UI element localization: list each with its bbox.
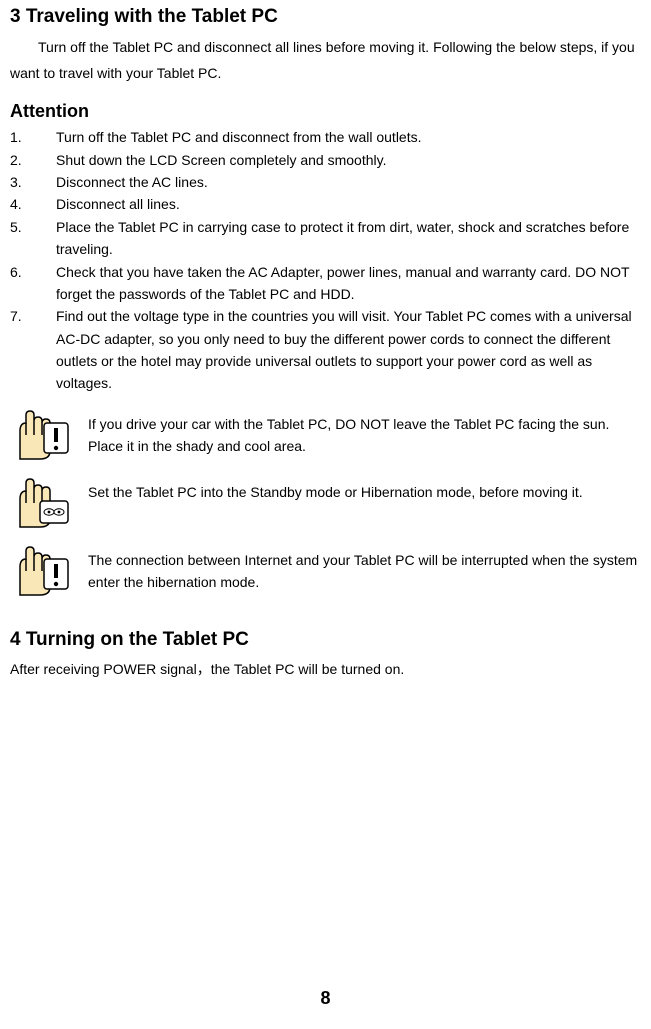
note-text: Set the Tablet PC into the Standby mode …: [88, 477, 641, 503]
list-item: Check that you have taken the AC Adapter…: [10, 261, 641, 306]
section4: 4 Turning on the Tablet PC After receivi…: [10, 629, 641, 680]
section4-heading: 4 Turning on the Tablet PC: [10, 629, 641, 652]
list-item: Place the Tablet PC in carrying case to …: [10, 216, 641, 261]
list-item: Shut down the LCD Screen completely and …: [10, 149, 641, 171]
note-row: If you drive your car with the Tablet PC…: [10, 409, 641, 463]
section3-heading: 3 Traveling with the Tablet PC: [10, 6, 641, 29]
list-item: Disconnect the AC lines.: [10, 171, 641, 193]
list-item: Find out the voltage type in the countri…: [10, 305, 641, 395]
warning-hand-icon: [10, 409, 70, 463]
section3-intro: Turn off the Tablet PC and disconnect al…: [10, 35, 641, 87]
attention-heading: Attention: [10, 101, 641, 123]
warning-hand-icon: [10, 545, 70, 599]
note-row: Set the Tablet PC into the Standby mode …: [10, 477, 641, 531]
note-text: The connection between Internet and your…: [88, 545, 641, 594]
attention-list: Turn off the Tablet PC and disconnect fr…: [10, 126, 641, 395]
page-number: 8: [0, 988, 651, 1009]
section4-body: After receiving POWER signal，the Tablet …: [10, 658, 641, 680]
list-item: Disconnect all lines.: [10, 193, 641, 215]
manual-page: 3 Traveling with the Tablet PC Turn off …: [0, 0, 651, 1029]
info-hand-icon: [10, 477, 70, 531]
list-item: Turn off the Tablet PC and disconnect fr…: [10, 126, 641, 148]
note-row: The connection between Internet and your…: [10, 545, 641, 599]
note-text: If you drive your car with the Tablet PC…: [88, 409, 641, 458]
